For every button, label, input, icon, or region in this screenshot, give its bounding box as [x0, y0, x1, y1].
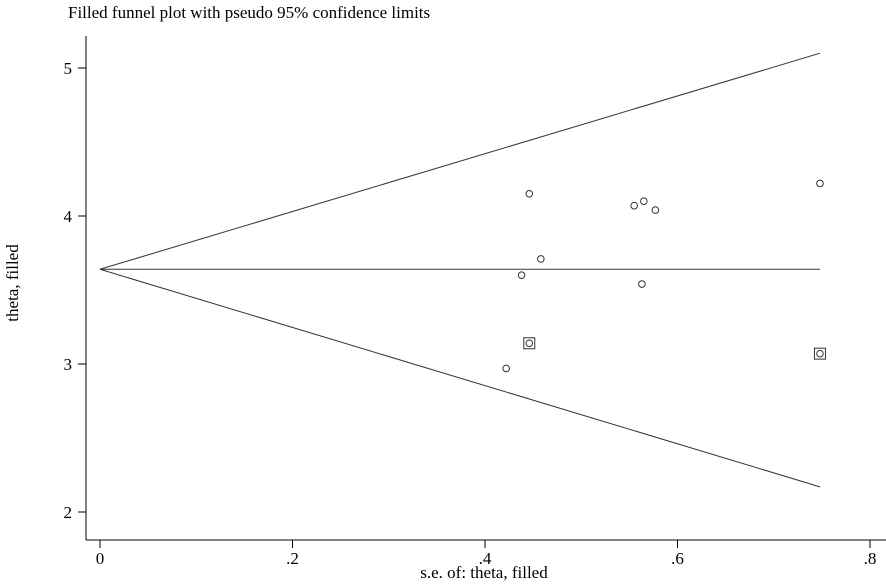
filled-study-point [525, 339, 534, 348]
y-tick-label: 4 [64, 207, 73, 226]
x-tick-label: .8 [864, 549, 877, 568]
study-point [525, 190, 534, 198]
chart-title: Filled funnel plot with pseudo 95% confi… [68, 3, 430, 22]
study-point [640, 197, 648, 205]
x-tick-label: .6 [671, 549, 684, 568]
y-tick-label: 2 [64, 503, 73, 522]
data-points [502, 179, 826, 373]
study-point [638, 280, 646, 288]
study-point [517, 271, 526, 280]
upper-confidence-limit-line [99, 52, 821, 270]
funnel-lines [99, 52, 821, 488]
x-axis-label: s.e. of: theta, filled [420, 563, 548, 582]
study-point [816, 179, 824, 188]
y-axis-ticks: 2 3 4 5 [64, 59, 86, 522]
x-tick-label: .2 [286, 549, 299, 568]
y-tick-label: 3 [64, 355, 73, 374]
y-tick-label: 5 [64, 59, 73, 78]
x-axis-ticks: 0 .2 .4 .6 .8 [96, 540, 877, 568]
x-tick-label: 0 [96, 549, 105, 568]
plot-frame [85, 36, 886, 541]
filled-study-square [523, 337, 536, 350]
y-axis-label: theta, filled [3, 244, 22, 322]
study-point [537, 255, 545, 263]
x-tick-label: .4 [479, 549, 492, 568]
study-point [630, 201, 638, 210]
filled-study-square [813, 347, 826, 360]
filled-study-marker [813, 347, 826, 360]
study-point [651, 206, 660, 214]
lower-confidence-limit-line [99, 268, 821, 488]
filled-study-point [816, 349, 824, 358]
filled-study-marker [523, 337, 536, 350]
study-point [502, 364, 510, 373]
